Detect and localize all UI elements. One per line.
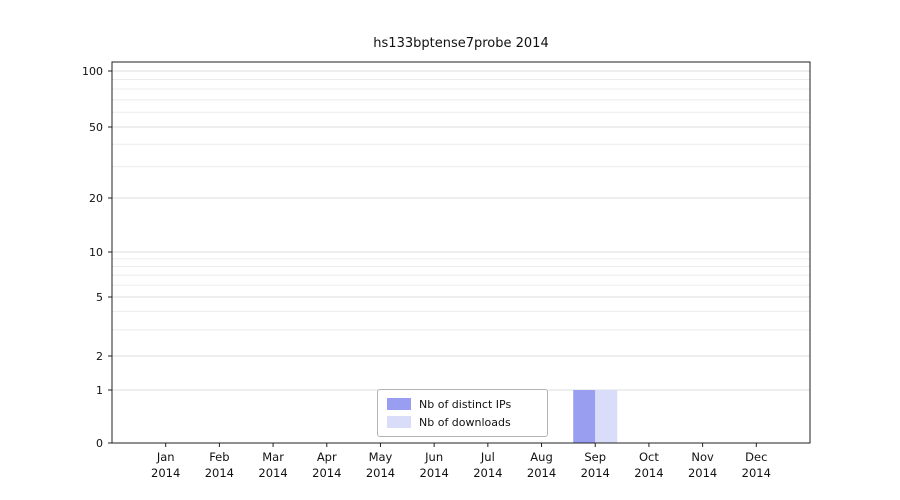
x-tick-label-year: 2014	[420, 466, 449, 480]
x-tick-label-month: Nov	[691, 450, 714, 464]
y-tick-label: 5	[96, 291, 103, 304]
x-tick-label-month: Aug	[530, 450, 552, 464]
x-axis: Jan 2014 Feb 2014 Mar 2014 Apr 2014 May 2014 Jun 20…	[151, 443, 771, 480]
major-gridlines	[112, 70, 810, 391]
x-tick-label-year: 2014	[312, 466, 341, 480]
x-tick-label-year: 2014	[473, 466, 502, 480]
bar-nb-of-downloads-sep-2014	[595, 390, 618, 443]
legend-label-distinct-ips: Nb of distinct IPs	[419, 397, 512, 411]
x-tick-label-month: Dec	[745, 450, 767, 464]
x-tick-label-month: Jul	[480, 450, 495, 464]
x-tick-label-month: Jan	[156, 450, 175, 464]
x-tick-label-month: Apr	[317, 450, 337, 464]
bars	[573, 390, 618, 443]
x-tick-label-year: 2014	[634, 466, 663, 480]
x-tick-label-month: Jun	[424, 450, 443, 464]
x-tick-label-month: Sep	[584, 450, 606, 464]
x-tick-label-year: 2014	[205, 466, 234, 480]
legend-swatch-downloads	[387, 416, 411, 428]
y-tick-label: 50	[89, 121, 103, 134]
x-tick-label-year: 2014	[742, 466, 771, 480]
y-tick-label: 20	[89, 192, 103, 205]
x-tick-label-year: 2014	[527, 466, 556, 480]
legend: Nb of distinct IPs Nb of downloads	[377, 389, 548, 437]
y-tick-label: 0	[96, 437, 103, 450]
y-tick-label: 10	[89, 246, 103, 259]
x-tick-label-month: May	[369, 450, 393, 464]
minor-gridlines	[112, 79, 810, 331]
legend-label-downloads: Nb of downloads	[419, 415, 511, 429]
legend-swatch-distinct-ips	[387, 398, 411, 410]
x-tick-label-year: 2014	[366, 466, 395, 480]
x-tick-label-year: 2014	[688, 466, 717, 480]
y-axis: 0 1 2 5 10 20 50 100	[82, 65, 112, 450]
y-tick-label: 2	[96, 350, 103, 363]
x-tick-label-year: 2014	[581, 466, 610, 480]
x-tick-label-month: Oct	[639, 450, 659, 464]
x-tick-label-year: 2014	[258, 466, 287, 480]
chart-title: hs133bptense7probe 2014	[373, 36, 549, 51]
legend-row-distinct-ips: Nb of distinct IPs	[387, 398, 538, 411]
x-tick-label-month: Mar	[262, 450, 284, 464]
y-tick-label: 100	[82, 65, 103, 78]
x-tick-label-month: Feb	[209, 450, 229, 464]
legend-row-downloads: Nb of downloads	[387, 416, 538, 429]
y-tick-label: 1	[96, 384, 103, 397]
x-tick-label-year: 2014	[151, 466, 180, 480]
bar-nb-of-distinct-ips-sep-2014	[573, 390, 596, 443]
